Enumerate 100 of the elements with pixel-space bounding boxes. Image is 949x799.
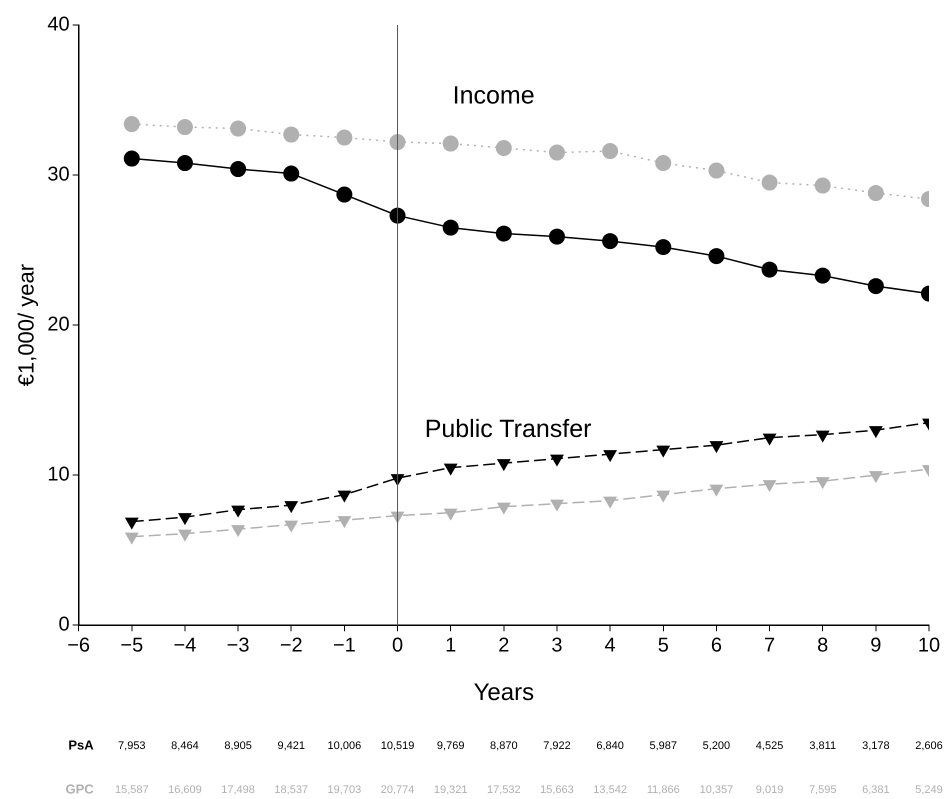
point [762,434,776,446]
point [176,155,193,172]
point [548,144,565,161]
x-tick-label: 1 [445,634,456,657]
x-tick-label: 4 [604,634,616,657]
x-tick-label: −3 [226,634,250,657]
text: 10,519 [380,740,414,752]
point [709,484,724,497]
y-tick-label: 30 [47,164,70,186]
point [709,441,724,454]
point [762,262,778,278]
text: GPC [65,782,94,797]
x-tick-label: 2 [498,634,510,657]
text: PsA [68,738,94,753]
x-tick-label: 9 [870,634,882,657]
text: 3,178 [862,740,890,752]
text: 5,200 [702,740,730,752]
x-tick-label: −5 [120,634,144,657]
text: 11,866 [646,784,680,796]
point [655,155,672,172]
point [602,233,618,250]
point [708,248,724,264]
point [444,508,458,521]
y-axis-title: €1,000/ year [13,264,38,386]
point [656,446,670,458]
text: 19,321 [434,784,468,796]
text: 9,019 [756,784,784,796]
point [176,119,193,136]
point [442,136,459,152]
point [442,220,459,236]
text: 17,498 [221,784,255,796]
point [336,186,352,203]
point [762,174,778,191]
point [496,140,512,156]
x-tick-label: −4 [174,634,196,657]
text: 6,840 [596,740,624,752]
text: 9,769 [436,740,464,752]
x-tick-label: 5 [658,634,669,657]
point [868,185,884,202]
x-tick-label: 6 [710,634,722,657]
annotation: Public Transfer [424,415,592,444]
text: 7,922 [543,740,571,752]
text: 10,357 [700,784,734,796]
x-tick-label: 0 [392,634,404,657]
point [550,454,564,467]
point [868,471,883,484]
text: 13,542 [593,784,627,796]
y-tick-label: 10 [47,464,70,486]
text: 3,811 [809,740,836,752]
text: 5,249 [915,784,943,796]
point [231,525,246,538]
text: 7,953 [118,740,146,752]
point [655,239,672,256]
text: 15,663 [540,784,574,796]
text: 8,870 [490,740,518,752]
point [124,518,139,530]
point [283,166,300,182]
point [284,501,298,514]
text: 5,987 [650,740,678,752]
text: 4,525 [756,740,784,752]
point [602,143,618,160]
point [868,278,884,294]
text: 19,703 [328,784,362,796]
text: 8,905 [224,740,252,752]
text: 17,532 [486,784,521,796]
text: 10,006 [328,740,362,752]
text: 2,606 [915,740,943,752]
text: 16,609 [168,784,202,796]
point [444,464,458,476]
point [230,120,246,137]
x-axis-title: Years [474,679,534,706]
point [816,477,830,490]
point [496,226,512,242]
point [231,506,246,518]
point [124,532,139,545]
point [603,450,618,462]
point [284,520,298,533]
text: 6,381 [862,784,890,796]
x-tick-label: 3 [551,634,563,657]
point [496,459,511,472]
point [178,513,192,526]
point [548,228,565,245]
x-tick-label: 8 [817,634,828,657]
y-tick-label: 20 [47,314,70,336]
point [336,130,352,146]
point [124,116,140,132]
text: 8,464 [171,740,199,752]
point [124,150,140,167]
point [283,126,300,143]
x-tick-label: −6 [67,634,90,657]
annotation: Income [452,81,535,110]
point [390,208,406,224]
text: 15,587 [114,784,149,796]
point [868,426,883,438]
y-tick-label: 0 [58,614,70,636]
point [550,500,564,512]
point [603,496,618,509]
x-tick-label: 10 [918,634,940,657]
x-tick-label: 7 [764,634,776,657]
point [230,161,246,178]
